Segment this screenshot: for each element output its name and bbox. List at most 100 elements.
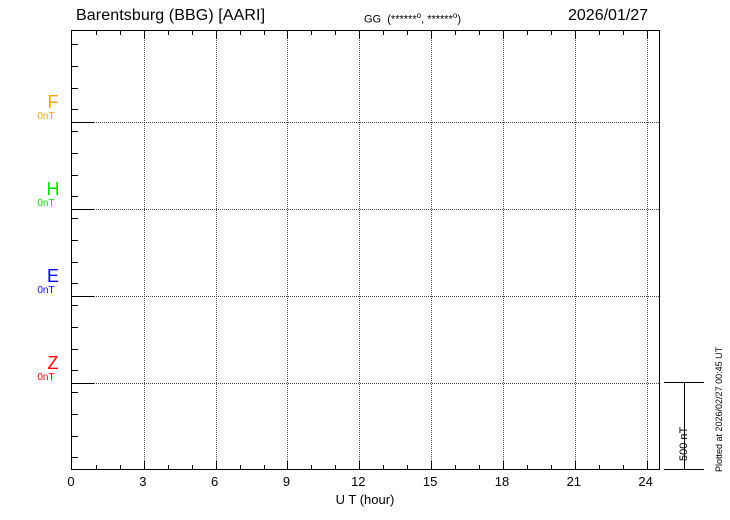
y-tick <box>72 131 78 132</box>
y-tick <box>72 327 78 328</box>
x-tick-minor <box>167 465 169 469</box>
x-tick-minor <box>455 465 457 469</box>
x-tick-major <box>359 461 361 469</box>
gridline-vertical <box>143 31 145 469</box>
x-tick-minor <box>479 465 481 469</box>
coords-longitude-degree: o <box>452 11 458 20</box>
x-tick-minor <box>119 465 121 469</box>
baseline-stub-z <box>72 383 94 384</box>
scale-bar-cap-bottom <box>664 469 704 470</box>
x-tick-major <box>287 461 289 469</box>
y-tick <box>72 153 78 154</box>
x-tick-minor <box>191 465 193 469</box>
x-tick-label: 12 <box>351 474 366 489</box>
baseline-e <box>72 296 659 297</box>
x-tick-label: 0 <box>67 474 75 489</box>
coords-close-paren: ) <box>457 13 461 26</box>
baseline-z <box>72 383 659 384</box>
baseline-stub-h <box>72 209 94 210</box>
x-tick-label: 6 <box>211 474 219 489</box>
x-tick-minor-top <box>407 31 409 35</box>
coords-longitude: ****** <box>427 13 453 26</box>
x-tick-major-top <box>359 31 361 39</box>
y-tick <box>72 457 78 458</box>
x-tick-minor-top <box>335 31 337 35</box>
coords-latitude: ****** <box>390 13 417 26</box>
x-tick-label: 21 <box>566 474 582 489</box>
baseline-f <box>72 122 659 123</box>
y-tick <box>72 196 78 197</box>
x-tick-major <box>431 461 433 469</box>
x-tick-major <box>502 461 504 469</box>
x-tick-label: 24 <box>638 474 653 489</box>
x-tick-major-top <box>431 31 433 39</box>
gridline-vertical <box>574 31 576 469</box>
y-tick <box>72 218 78 219</box>
x-tick-minor <box>407 465 409 469</box>
x-axis-title: U T (hour) <box>335 492 395 507</box>
x-tick-minor <box>598 465 600 469</box>
coords-open-paren: ( <box>384 13 391 26</box>
x-tick-minor <box>239 465 241 469</box>
component-label-z: Z <box>47 353 59 373</box>
x-tick-label: 15 <box>422 474 438 489</box>
x-tick-minor <box>263 465 265 469</box>
scale-bar-line <box>684 382 685 469</box>
x-tick-label: 3 <box>139 474 147 489</box>
component-baseline-value-h: 0nT <box>37 198 55 209</box>
y-tick <box>72 175 78 176</box>
coords-separator: , <box>421 13 428 26</box>
y-tick <box>72 436 78 437</box>
grid-layer <box>72 31 659 469</box>
y-tick <box>72 349 78 350</box>
baseline-h <box>72 209 659 210</box>
y-tick <box>72 414 78 415</box>
component-label-h: H <box>46 179 60 199</box>
x-tick-major-top <box>215 31 217 39</box>
y-tick <box>72 109 78 110</box>
coords-latitude-degree: o <box>416 11 422 20</box>
x-tick-major <box>215 461 217 469</box>
coords-prefix: GG <box>364 13 382 26</box>
x-tick-major <box>646 461 648 469</box>
x-tick-minor-top <box>311 31 313 35</box>
y-tick <box>72 262 78 263</box>
x-tick-major-top <box>502 31 504 39</box>
x-tick-major-top <box>646 31 648 39</box>
x-tick-minor <box>335 465 337 469</box>
component-baseline-value-e: 0nT <box>37 285 55 296</box>
x-tick-minor-top <box>239 31 241 35</box>
y-tick <box>72 66 78 67</box>
gridline-vertical <box>359 31 361 469</box>
gridline-vertical <box>502 31 504 469</box>
x-tick-label: 18 <box>494 474 510 489</box>
x-tick-minor <box>526 465 528 469</box>
x-tick-minor-top <box>526 31 528 35</box>
baseline-stub-f <box>72 122 94 123</box>
y-tick <box>72 283 78 284</box>
x-tick-minor-top <box>550 31 552 35</box>
x-tick-label: 9 <box>282 474 291 489</box>
scale-bar-cap-top <box>664 382 704 383</box>
plot-area <box>71 30 660 470</box>
scale-bar-label: 500 nT <box>678 426 690 461</box>
x-tick-minor-top <box>95 31 97 35</box>
x-tick-minor <box>550 465 552 469</box>
gridline-vertical <box>431 31 433 469</box>
x-tick-minor-top <box>479 31 481 35</box>
component-baseline-value-f: 0nT <box>37 111 55 122</box>
y-tick <box>72 240 78 241</box>
y-tick <box>72 44 78 45</box>
y-tick <box>72 305 78 306</box>
x-tick-minor-top <box>455 31 457 35</box>
x-tick-minor-top <box>263 31 265 35</box>
component-label-f: F <box>47 92 59 112</box>
x-tick-minor-top <box>191 31 193 35</box>
x-tick-major-top <box>574 31 576 39</box>
y-tick <box>72 88 78 89</box>
geographic-coordinates: GG (******o, ******o) <box>364 11 461 26</box>
component-label-e: E <box>46 266 59 286</box>
baseline-stub-e <box>72 296 94 297</box>
x-tick-minor <box>383 465 385 469</box>
